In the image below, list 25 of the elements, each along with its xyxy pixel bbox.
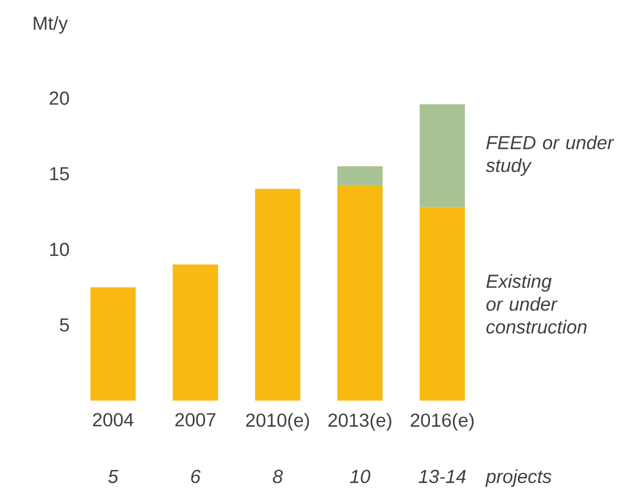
series-label: FEED or under study (486, 135, 614, 176)
series-label: Existing or under construction (486, 274, 587, 334)
bar (420, 104, 465, 207)
text: 8 (272, 470, 283, 484)
bar (172, 264, 218, 401)
bar (90, 287, 136, 401)
bar (337, 186, 383, 401)
text: 5 (108, 470, 118, 484)
text: 6 (191, 470, 201, 484)
bar (255, 188, 300, 401)
text: projects (485, 469, 552, 487)
text: 10 (350, 470, 370, 484)
x-tick-label: 2004 (93, 413, 134, 426)
y-tick-label: 20 (50, 91, 69, 105)
x-tick-label: 2013(e) (328, 413, 392, 431)
x-tick-label: 2007 (175, 413, 216, 426)
y-tick-label: 5 (60, 318, 69, 332)
x-tick-label: 2010(e) (246, 413, 309, 431)
y-tick-label: 15 (50, 167, 69, 180)
y-axis-title: Mt/y (34, 16, 68, 34)
text: 13-14 (418, 470, 466, 484)
x-tick-label: 2016(e) (410, 413, 474, 431)
bar (337, 166, 383, 186)
y-tick-label: 10 (50, 242, 69, 256)
bar (420, 207, 465, 401)
